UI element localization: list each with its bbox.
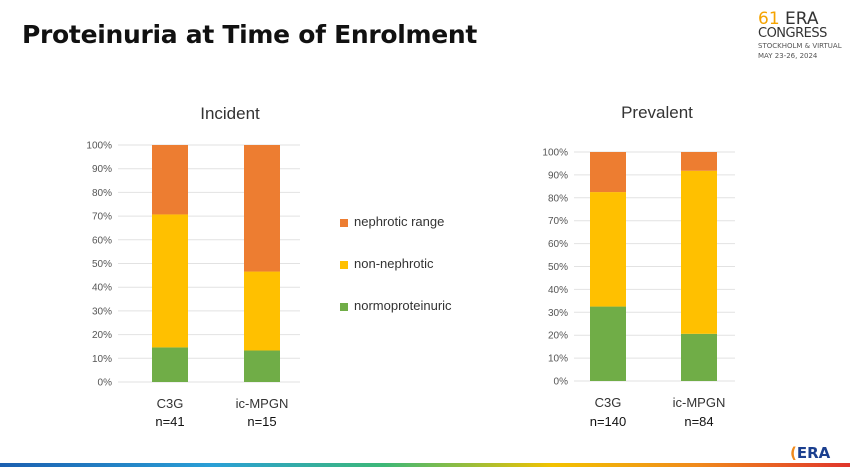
- y-tick-label: 100%: [542, 148, 568, 159]
- bar-nephrotic-range-c3g: [152, 145, 188, 215]
- bar-nephrotic-range-c3g: [590, 152, 626, 193]
- x-category-label: C3G: [595, 395, 622, 410]
- y-tick-label: 20%: [92, 330, 112, 341]
- y-tick-label: 80%: [548, 193, 568, 204]
- legend-label: non-nephrotic: [354, 256, 434, 271]
- bar-non-nephrotic-ic-mpgn: [244, 271, 280, 351]
- y-tick-label: 50%: [92, 259, 112, 270]
- logo-line3: STOCKHOLM & VIRTUAL: [758, 42, 842, 50]
- y-tick-label: 80%: [92, 188, 112, 199]
- y-tick-label: 20%: [548, 331, 568, 342]
- era-congress-logo: 61 ERA CONGRESS STOCKHOLM & VIRTUAL MAY …: [752, 10, 842, 68]
- legend-swatch: [340, 303, 348, 311]
- y-tick-label: 10%: [548, 354, 568, 365]
- logo-number: 61: [758, 9, 780, 29]
- bar-nephrotic-range-ic-mpgn: [244, 145, 280, 272]
- legend-swatch: [340, 261, 348, 269]
- logo-line2: CONGRESS: [758, 26, 827, 41]
- legend-label: nephrotic range: [354, 214, 445, 229]
- x-category-label: C3G: [157, 396, 184, 411]
- y-tick-label: 30%: [92, 306, 112, 317]
- bar-normoproteinuric-ic-mpgn: [244, 350, 280, 382]
- y-tick-label: 40%: [548, 285, 568, 296]
- bar-normoproteinuric-ic-mpgn: [681, 333, 717, 381]
- y-tick-label: 100%: [86, 141, 112, 152]
- y-tick-label: 70%: [548, 216, 568, 227]
- x-category-n-label: n=41: [155, 414, 184, 429]
- x-category-label: ic-MPGN: [236, 396, 289, 411]
- y-tick-label: 30%: [548, 308, 568, 319]
- bar-non-nephrotic-c3g: [152, 214, 188, 348]
- legend-label: normoproteinuric: [354, 298, 452, 313]
- y-tick-label: 90%: [92, 164, 112, 175]
- y-tick-label: 60%: [92, 235, 112, 246]
- incident-chart-title: Incident: [200, 104, 260, 123]
- bar-non-nephrotic-c3g: [590, 192, 626, 307]
- footer-color-bar: [0, 463, 850, 467]
- x-category-n-label: n=15: [247, 414, 276, 429]
- y-tick-label: 0%: [98, 378, 113, 389]
- y-tick-label: 60%: [548, 239, 568, 250]
- y-tick-label: 90%: [548, 170, 568, 181]
- bar-nephrotic-range-ic-mpgn: [681, 152, 717, 171]
- y-tick-label: 50%: [548, 262, 568, 273]
- bar-normoproteinuric-c3g: [590, 306, 626, 381]
- x-category-n-label: n=140: [590, 414, 627, 429]
- prevalent-chart-title: Prevalent: [621, 103, 693, 122]
- y-tick-label: 40%: [92, 283, 112, 294]
- y-tick-label: 70%: [92, 212, 112, 223]
- logo-line1: ERA: [785, 9, 819, 29]
- bar-normoproteinuric-c3g: [152, 347, 188, 382]
- x-category-label: ic-MPGN: [673, 395, 726, 410]
- logo-line4: MAY 23-26, 2024: [758, 52, 818, 60]
- slide-title: Proteinuria at Time of Enrolment: [22, 20, 478, 49]
- era-footer-logo: (ERA: [790, 444, 831, 462]
- y-tick-label: 10%: [92, 354, 112, 365]
- legend-swatch: [340, 219, 348, 227]
- bar-non-nephrotic-ic-mpgn: [681, 170, 717, 334]
- y-tick-label: 0%: [554, 377, 569, 388]
- x-category-n-label: n=84: [684, 414, 713, 429]
